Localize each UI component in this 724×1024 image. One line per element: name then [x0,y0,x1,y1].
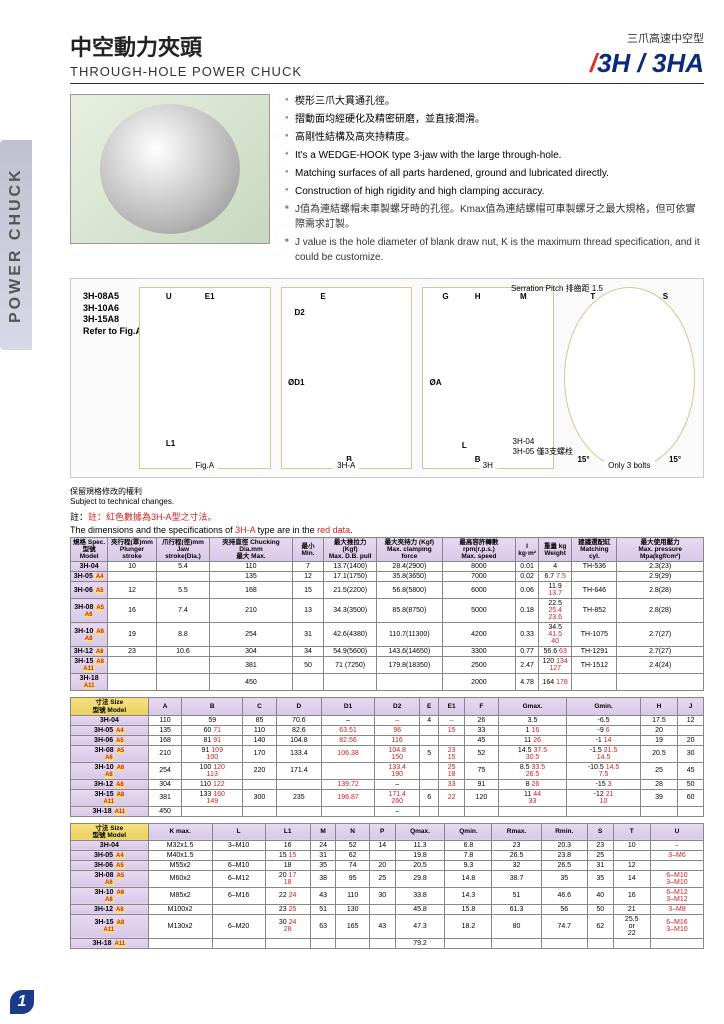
feature-bullet: J value is the hole diameter of blank dr… [285,235,704,265]
technical-drawings: 3H-08A53H-10A63H-15A8Refer to Fig.A E1 U… [70,278,704,478]
drawing-front: T S 15° 15° Only 3 bolts [564,287,696,469]
drawing-3ha: E D2 ØD1 B 3H-A [281,287,413,469]
feature-bullet: 楔形三爪大貫通孔徑。 [285,94,704,109]
feature-bullet: J值為連結螺帽未車製螺牙時的孔徑。Kmax值為連結螺帽可車製螺牙之最大規格，但可… [285,202,704,232]
side-tab: POWER CHUCK [0,140,32,350]
caption-3ha: 3H-A [333,461,359,470]
chuck-image [100,104,240,234]
feature-bullet: Construction of high rigidity and high c… [285,184,704,199]
bolt-note: 3H-04 3H-05 僅3支螺栓 [513,437,573,457]
caption-bolts: Only 3 bolts [604,461,654,470]
spec-table-3-dimensions: 寸法 Size型號 ModelK max.LL1MNPQmax.Qmin.Rma… [70,823,704,949]
caption-3h: 3H [479,461,497,470]
header: 中空動力夾頭 THROUGH-HOLE POWER CHUCK 三爪高速中空型 … [70,30,704,79]
drawing-fig-a: E1 U L1 Fig.A [139,287,271,469]
product-photo [70,94,270,244]
model-code: /3H / 3HA [590,48,704,79]
divider [70,83,704,84]
tech-change-note: 保留規格修改的權利 Subject to technical changes. [70,486,704,506]
category-label: 三爪高速中空型 [590,30,704,46]
page-number: 1 [10,990,34,1014]
feature-bullet: 高剛性結構及高夾持精度。 [285,130,704,145]
caption-fig-a: Fig.A [191,461,218,470]
serration-note: Serration Pitch 排齒距 1.5 [511,283,603,294]
feature-list: 楔形三爪大貫通孔徑。摺動面均經硬化及精密研磨，並直接潤滑。高剛性結構及高夾持精度… [285,94,704,268]
red-data-note-en: The dimensions and the specifications of… [70,525,704,535]
spec-table-2-dimensions: 寸法 Size型號 ModelABCDD1D2EE1FGmax.Gmin.HJ3… [70,697,704,816]
feature-bullet: Matching surfaces of all parts hardened,… [285,166,704,181]
title-cn: 中空動力夾頭 [70,30,302,62]
drawing-model-labels: 3H-08A53H-10A63H-15A8Refer to Fig.A [83,291,142,338]
catalog-page: POWER CHUCK 中空動力夾頭 THROUGH-HOLE POWER CH… [0,0,724,1024]
feature-bullet: It's a WEDGE-HOOK type 3-jaw with the la… [285,148,704,163]
title-en: THROUGH-HOLE POWER CHUCK [70,64,302,79]
red-data-note-cn: 註：註：紅色數據為3H-A型之寸法。 [70,510,704,523]
feature-bullet: 摺動面均經硬化及精密研磨，並直接潤滑。 [285,112,704,127]
intro-section: 楔形三爪大貫通孔徑。摺動面均經硬化及精密研磨，並直接潤滑。高剛性結構及高夾持精度… [70,94,704,268]
spec-table-1: 規格 Spec.型號 Model夾行程(單)mmPlunger stroke爪行… [70,537,704,691]
